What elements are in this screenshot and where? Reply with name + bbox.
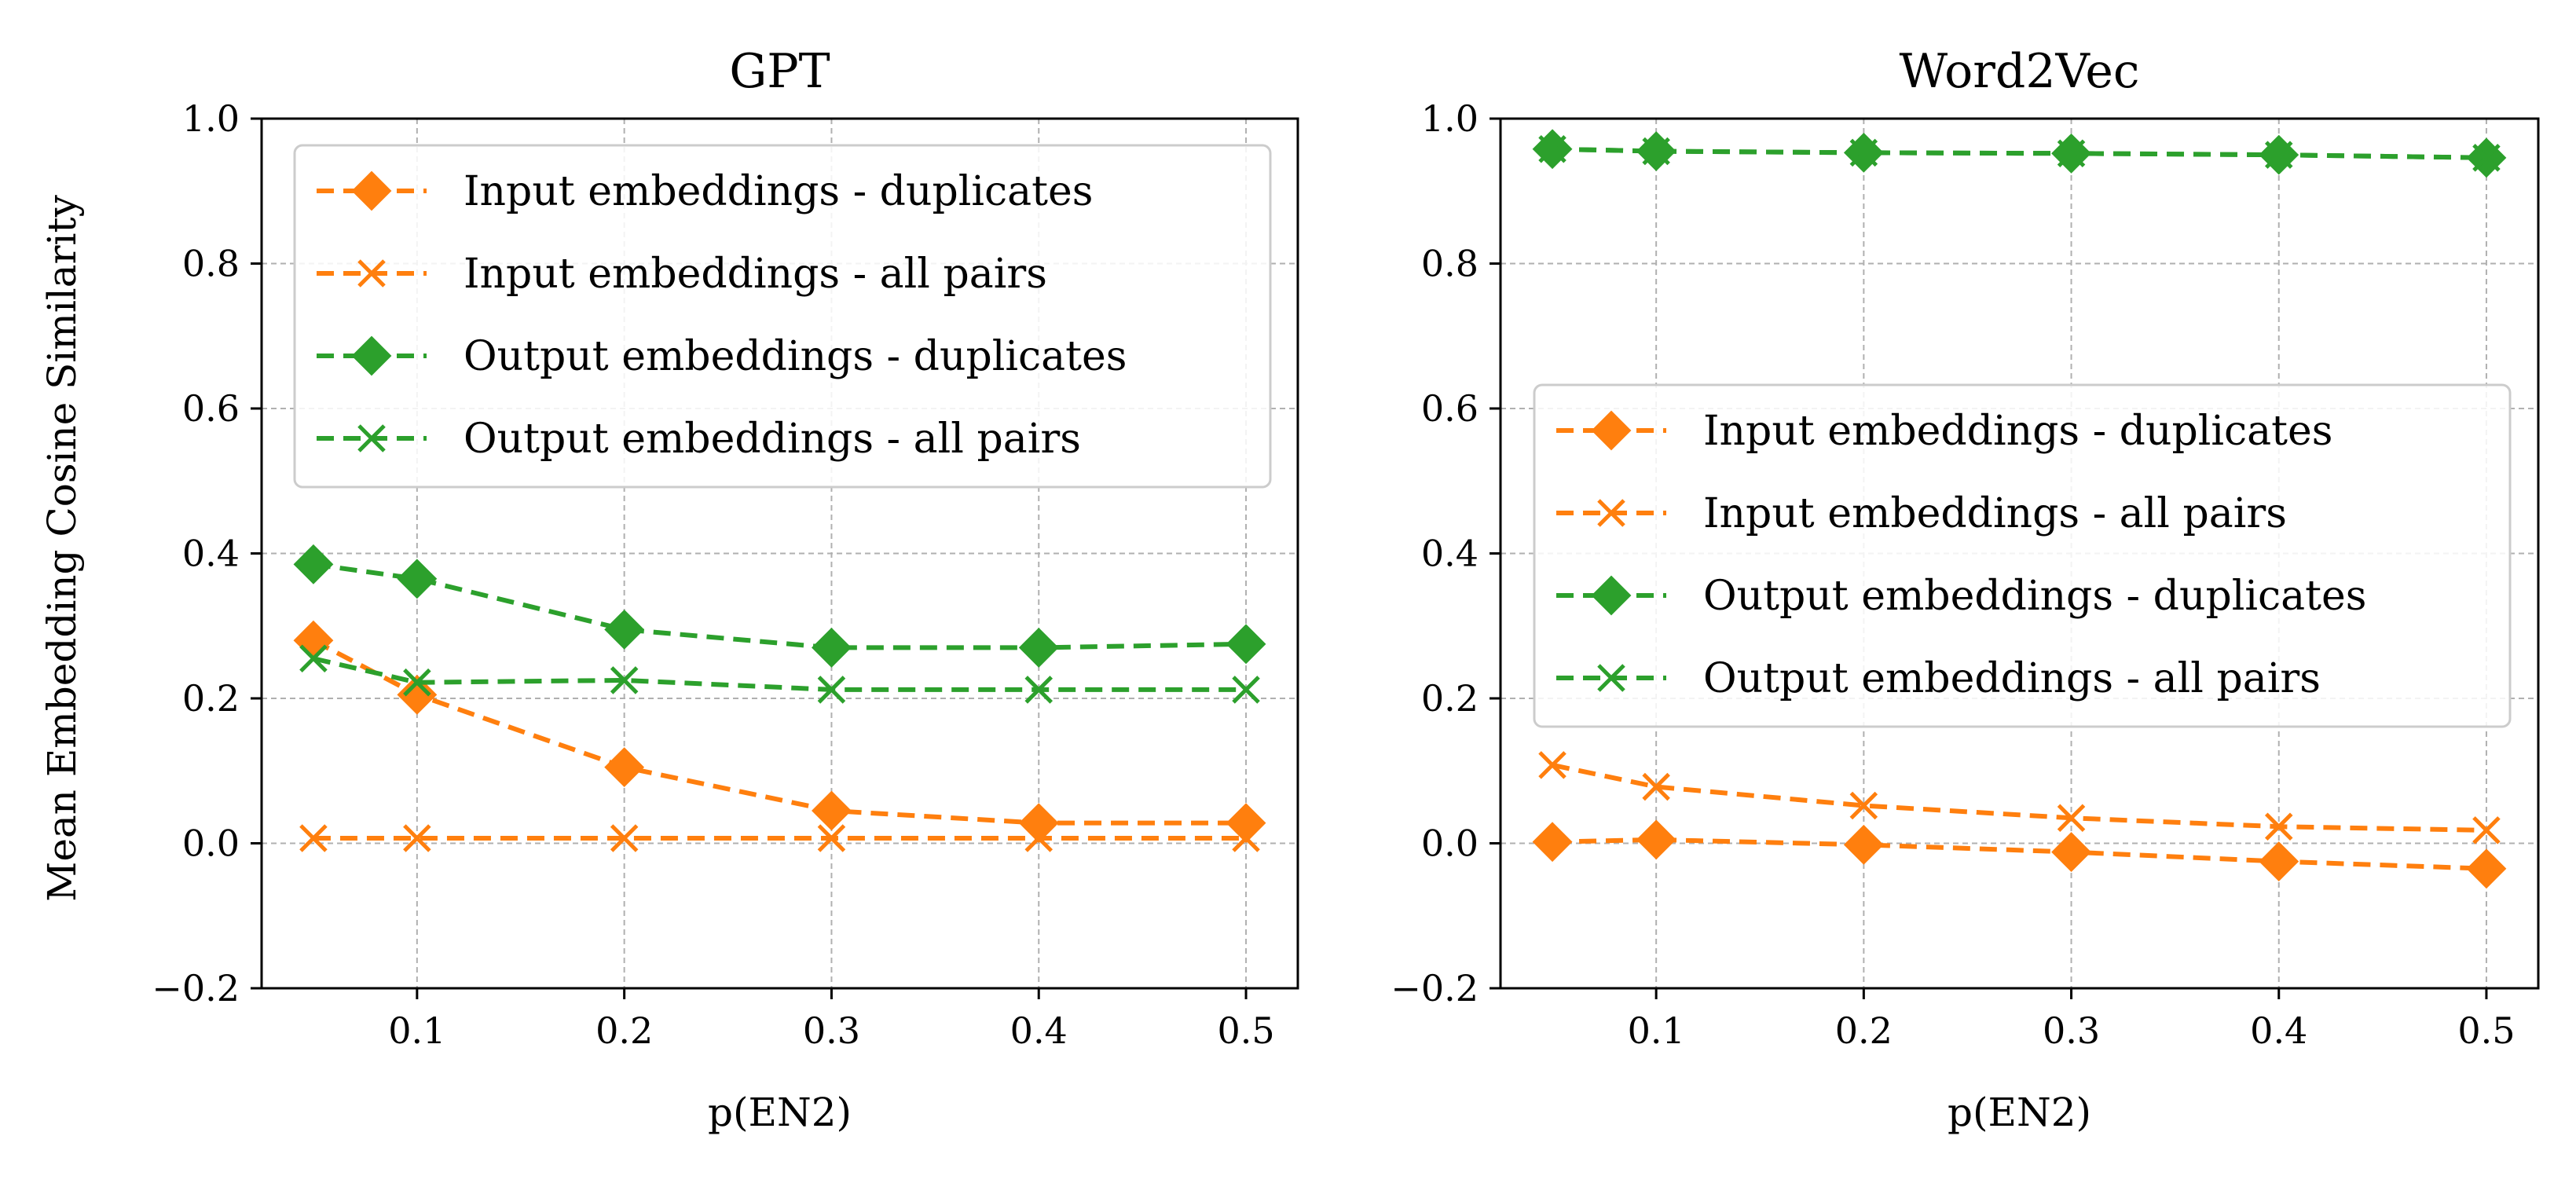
series-line-2 [313, 562, 1247, 650]
x-tick-label: 0.1 [388, 1009, 445, 1052]
chart-title: GPT [729, 44, 830, 99]
legend-marker-3 [357, 424, 386, 452]
legend-marker-1 [1597, 499, 1625, 527]
legend-entry-label: Input embeddings - duplicates [464, 168, 1093, 215]
data-point-series-1 [2472, 816, 2501, 844]
data-point-series-1 [1538, 751, 1566, 779]
legend-entry-label: Output embeddings - all pairs [1703, 655, 2321, 702]
legend-marker-0 [1591, 410, 1632, 451]
chart-title: Word2Vec [1900, 44, 2140, 99]
x-axis-title: p(EN2) [1948, 1090, 2091, 1135]
data-point-series-1 [1849, 791, 1878, 820]
y-tick-label: 0.0 [182, 822, 240, 865]
data-point-series-1 [610, 824, 639, 852]
legend-marker-3 [1597, 664, 1625, 692]
data-point-series-3 [817, 676, 846, 704]
series-line-1 [1552, 762, 2487, 833]
data-point-series-3 [1538, 134, 1566, 163]
x-tick-label: 0.4 [2250, 1009, 2307, 1052]
y-tick-label: 0.0 [1421, 822, 1479, 865]
legend-box [293, 144, 1272, 489]
y-tick-label: −0.2 [152, 967, 240, 1009]
data-point-series-3 [2472, 144, 2501, 172]
legend-marker-2 [1591, 575, 1632, 616]
x-tick-label: 0.1 [1628, 1009, 1685, 1052]
x-tick-label: 0.2 [595, 1009, 653, 1052]
data-point-series-0 [604, 747, 645, 788]
data-point-series-3 [1642, 137, 1670, 166]
legend: Input embeddings - duplicates Input embed… [1533, 383, 2512, 728]
legend-box [1533, 383, 2512, 728]
data-point-series-0 [1018, 803, 1059, 844]
y-tick-label: 1.0 [182, 97, 240, 140]
data-point-series-2 [812, 628, 852, 668]
data-point-series-0 [1532, 822, 1573, 863]
data-point-series-0 [1226, 803, 1266, 844]
x-tick-label: 0.3 [803, 1009, 860, 1052]
legend-entry-label: Input embeddings - all pairs [464, 251, 1047, 298]
legend-entry-label: Input embeddings - all pairs [1703, 490, 2287, 537]
data-point-series-3 [1849, 138, 1878, 167]
data-point-series-0 [293, 620, 334, 661]
legend: Input embeddings - duplicates Input embed… [293, 144, 1272, 489]
data-point-series-3 [403, 668, 431, 697]
legend-marker-2 [351, 335, 392, 376]
data-point-series-0 [1636, 819, 1676, 860]
legend-marker-1 [357, 259, 386, 288]
data-point-series-2 [1018, 628, 1059, 668]
y-tick-label: 0.4 [182, 533, 240, 575]
legend-entry-label: Input embeddings - duplicates [1703, 408, 2332, 455]
data-point-series-0 [2259, 841, 2299, 881]
x-tick-label: 0.5 [1217, 1009, 1274, 1052]
legend-entry-label: Output embeddings - duplicates [1703, 573, 2366, 620]
data-point-series-3 [2264, 141, 2293, 169]
word2vec-chart-panel: 0.1 0.2 0.3 0.4 0.5 −0.2 0.0 0.2 0.4 0.6 0.8 1.0 Wor… [1391, 44, 2540, 1135]
series-line-0 [312, 638, 1247, 826]
y-tick-label: 0.2 [182, 677, 240, 720]
x-axis-title: p(EN2) [708, 1090, 852, 1135]
data-point-series-1 [2057, 804, 2086, 832]
y-tick-label: −0.2 [1391, 967, 1479, 1009]
shared-y-axis-title: Mean Embedding Cosine Similarity [39, 194, 85, 901]
data-point-series-2 [604, 609, 645, 650]
data-point-series-2 [1226, 624, 1266, 665]
y-tick-label: 1.0 [1421, 97, 1479, 140]
y-tick-label: 0.8 [182, 243, 240, 285]
data-point-series-3 [610, 666, 639, 694]
legend-marker-0 [351, 170, 392, 211]
y-tick-label: 0.6 [182, 387, 240, 430]
data-point-series-0 [812, 790, 852, 831]
x-tick-label: 0.3 [2043, 1009, 2100, 1052]
data-point-series-3 [1024, 676, 1053, 704]
data-point-series-3 [299, 644, 328, 673]
data-point-series-0 [1843, 824, 1884, 865]
legend-entry-label: Output embeddings - duplicates [464, 333, 1127, 380]
y-tick-label: 0.8 [1421, 243, 1479, 285]
data-point-series-1 [403, 824, 431, 852]
data-point-series-1 [1024, 824, 1053, 852]
data-point-series-0 [2051, 832, 2091, 872]
data-point-series-1 [1232, 824, 1260, 852]
data-point-series-3 [2057, 139, 2086, 168]
data-point-series-3 [1232, 676, 1260, 704]
x-tick-label: 0.2 [1835, 1009, 1893, 1052]
data-point-series-2 [293, 544, 334, 584]
x-tick-label: 0.5 [2457, 1009, 2515, 1052]
legend-entry-label: Output embeddings - all pairs [464, 416, 1081, 463]
series-line-3 [1552, 146, 2486, 160]
y-tick-label: 0.4 [1421, 533, 1479, 575]
y-tick-label: 0.2 [1421, 677, 1479, 720]
data-point-series-1 [299, 824, 328, 852]
y-tick-label: 0.6 [1421, 387, 1479, 430]
data-point-series-2 [397, 559, 438, 599]
data-point-series-0 [397, 674, 438, 715]
series-line-3 [313, 656, 1247, 692]
data-point-series-0 [2466, 848, 2507, 889]
data-point-series-1 [2264, 812, 2293, 841]
x-tick-label: 0.4 [1010, 1009, 1068, 1052]
gpt-chart-panel: 0.1 0.2 0.3 0.4 0.5 −0.2 0.0 0.2 0.4 0.6 0.8 1.0 GPT… [152, 44, 1299, 1135]
data-point-series-1 [1642, 772, 1670, 801]
data-point-series-1 [817, 824, 846, 852]
